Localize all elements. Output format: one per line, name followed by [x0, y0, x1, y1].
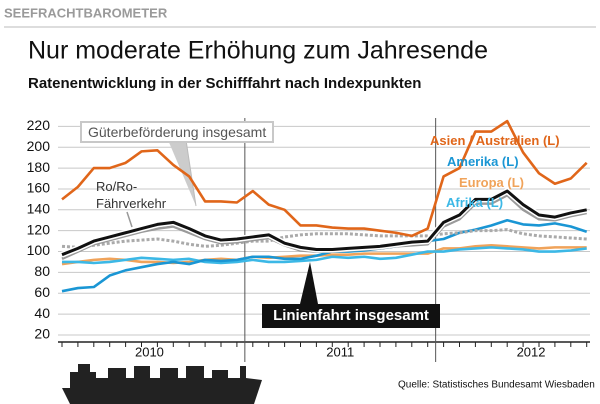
- y-tick-label: 80: [34, 263, 50, 279]
- y-tick-label: 100: [27, 242, 51, 258]
- x-tick-label: 2011: [326, 344, 354, 359]
- series-line: [61, 243, 587, 266]
- y-tick-label: 140: [27, 201, 51, 217]
- chart-title: Nur moderate Erhöhung zum Jahresende: [28, 37, 488, 65]
- series-line: [61, 119, 588, 238]
- legend-label: Asien / Australien (L): [430, 133, 560, 148]
- y-tick-label: 160: [27, 180, 51, 196]
- series-line: [61, 228, 587, 249]
- x-tick-label: 2010: [135, 344, 164, 359]
- y-tick-label: 200: [27, 138, 51, 154]
- chart-subtitle: Ratenentwicklung in der Schifffahrt nach…: [28, 75, 421, 92]
- y-tick-label: 40: [34, 305, 50, 321]
- legend-label: Europa (L): [459, 175, 524, 190]
- annotation-pointer: [300, 262, 318, 304]
- series-line: [61, 218, 588, 293]
- ship-icon: [62, 364, 262, 404]
- series-line: [62, 246, 587, 265]
- annotation-label: Ro/Ro-Fährverkehr: [96, 179, 167, 211]
- annotation-pointer: [126, 211, 133, 228]
- x-tick-label: 2012: [517, 344, 546, 359]
- legend-label: Afrika (L): [446, 195, 504, 210]
- y-tick-label: 60: [34, 284, 50, 300]
- annotation-box: Güterbeförderung insgesamt: [80, 121, 275, 143]
- y-tick-label: 120: [27, 221, 51, 237]
- header: SEEFRACHTBAROMETER: [4, 5, 168, 20]
- lines: [60, 119, 588, 293]
- source: Quelle: Statistisches Bundesamt Wiesbade…: [398, 380, 595, 391]
- legend-label: Amerika (L): [447, 154, 519, 169]
- annotation-box: Linienfahrt insgesamt: [262, 304, 440, 328]
- y-tick-label: 220: [27, 117, 51, 133]
- series-line: [61, 189, 587, 257]
- y-tick-label: 20: [34, 326, 50, 342]
- y-tick-label: 180: [27, 159, 51, 175]
